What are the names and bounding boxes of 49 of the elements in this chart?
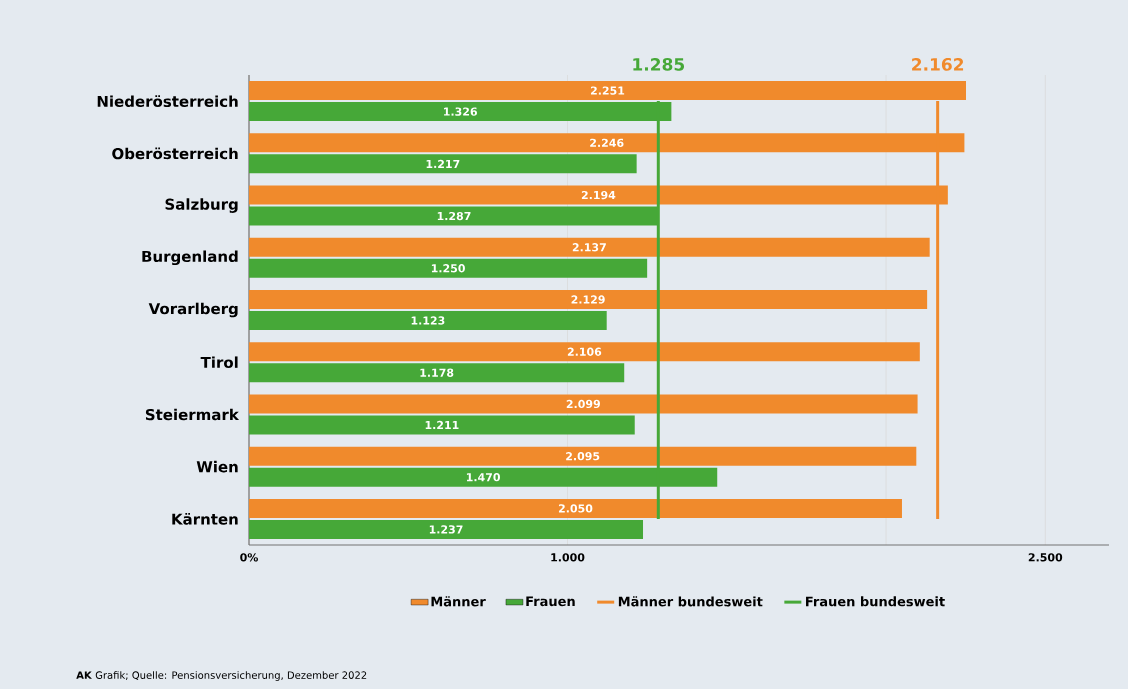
y-tick-label: Oberösterreich bbox=[112, 147, 238, 160]
bar bbox=[249, 237, 930, 257]
data-label: 2.106 bbox=[567, 347, 602, 356]
data-label: 2.099 bbox=[566, 399, 600, 409]
data-label: 2.050 bbox=[558, 504, 593, 513]
data-label: 1.217 bbox=[426, 159, 460, 168]
bar bbox=[249, 519, 644, 539]
y-tick-label: Tirol bbox=[200, 356, 238, 369]
y-tick-label: Kärnten bbox=[172, 512, 238, 525]
bar bbox=[249, 311, 607, 331]
bar bbox=[249, 363, 625, 383]
data-label: 2.251 bbox=[590, 86, 625, 95]
bar bbox=[249, 394, 918, 414]
x-tick-label: 2.500 bbox=[1028, 553, 1063, 562]
data-label: 1.285 bbox=[633, 57, 685, 71]
data-label: 1.237 bbox=[429, 525, 463, 534]
data-label: 1.470 bbox=[466, 473, 500, 482]
data-label: 1.287 bbox=[437, 211, 471, 221]
y-tick-label: Niederösterreich bbox=[97, 95, 238, 108]
data-label: 2.129 bbox=[571, 295, 605, 304]
data-label: 2.194 bbox=[581, 190, 616, 200]
text: AK Grafik; Quelle: Pensionsversicherung, Dezember 2022 bbox=[76, 671, 367, 681]
data-label: 1.123 bbox=[411, 316, 445, 325]
x-tick-label: 1.000 bbox=[551, 553, 585, 562]
bar bbox=[249, 342, 920, 362]
data-label: 2.162 bbox=[912, 57, 964, 71]
legend-label: Männer bundesweit bbox=[618, 596, 763, 607]
bar bbox=[249, 498, 902, 518]
data-label: 1.250 bbox=[431, 264, 465, 273]
data-label: 2.137 bbox=[572, 243, 606, 252]
bar bbox=[249, 415, 635, 435]
legend-label: Frauen bbox=[526, 596, 575, 607]
bar bbox=[249, 290, 928, 310]
bar bbox=[249, 154, 637, 174]
data-label: 1.178 bbox=[420, 368, 454, 377]
data-label: 1.211 bbox=[425, 420, 459, 430]
y-tick-label: Salzburg bbox=[165, 198, 238, 213]
data-label: 2.246 bbox=[590, 138, 624, 147]
y-tick-label: Wien bbox=[196, 460, 238, 473]
bar bbox=[249, 258, 648, 278]
y-tick-label: Steiermark bbox=[145, 408, 240, 421]
legend-label: Frauen bundesweit bbox=[806, 596, 945, 607]
y-tick-label: Burgenland bbox=[142, 250, 238, 266]
y-tick-label: Vorarlberg bbox=[148, 302, 238, 318]
legend-label: Männer bbox=[431, 596, 486, 607]
x-tick-label: 0% bbox=[240, 553, 258, 562]
bar bbox=[249, 446, 917, 466]
data-label: 2.095 bbox=[566, 452, 600, 461]
data-label: 1.326 bbox=[444, 107, 477, 116]
